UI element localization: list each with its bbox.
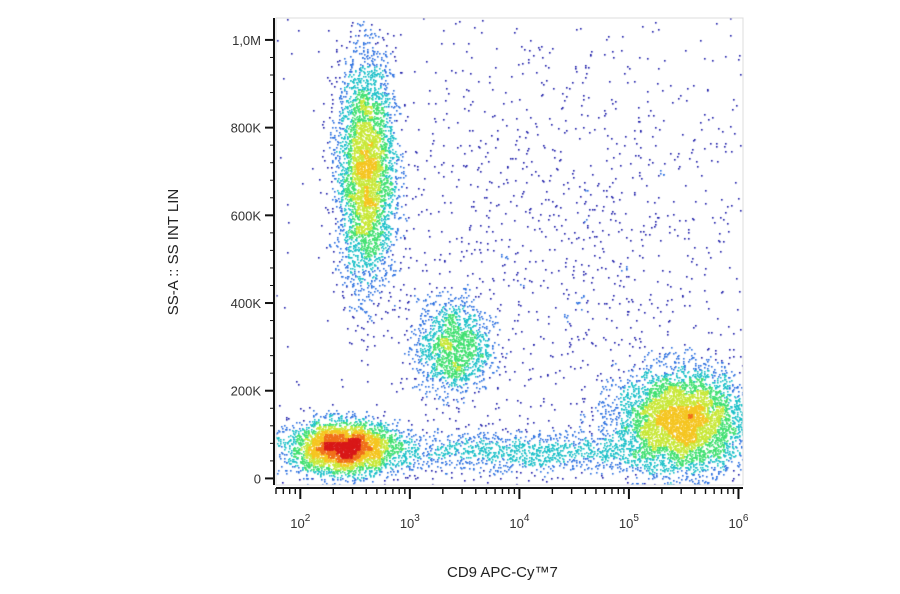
x-tick-label-base: 10: [728, 516, 742, 531]
x-axis: 102 103 104 105 106: [275, 487, 749, 531]
y-tick-label: 200K: [231, 384, 262, 399]
y-tick-label: 600K: [231, 208, 262, 223]
x-axis-title: CD9 APC-Cy™7: [447, 564, 558, 581]
y-axis-title: SS-A :: SS INT LIN: [165, 189, 182, 315]
plot-area: [276, 18, 743, 485]
plot-frame: [275, 17, 744, 486]
x-tick-label-exponent: 6: [743, 513, 749, 524]
y-tick-label: 0: [254, 471, 261, 486]
x-tick-label: 104: [509, 513, 529, 531]
y-tick-label: 800K: [231, 121, 262, 136]
x-tick-label-base: 10: [400, 516, 414, 531]
x-tick-label-exponent: 3: [414, 513, 420, 524]
density-scatter-points: [276, 18, 743, 485]
x-tick-label: 106: [728, 513, 748, 531]
x-tick-label-base: 10: [290, 516, 304, 531]
y-tick-label: 400K: [231, 296, 262, 311]
x-tick-label: 103: [400, 513, 420, 531]
x-tick-label-base: 10: [619, 516, 633, 531]
x-tick-label-base: 10: [509, 516, 523, 531]
x-tick-label: 102: [290, 513, 310, 531]
x-tick-label: 105: [619, 513, 639, 531]
x-tick-label-exponent: 2: [305, 513, 311, 524]
x-tick-label-exponent: 4: [524, 513, 530, 524]
x-tick-label-exponent: 5: [633, 513, 639, 524]
y-axis: 0 200K 400K 600K 800K 1,0M: [231, 18, 275, 486]
y-tick-label: 1,0M: [232, 33, 261, 48]
